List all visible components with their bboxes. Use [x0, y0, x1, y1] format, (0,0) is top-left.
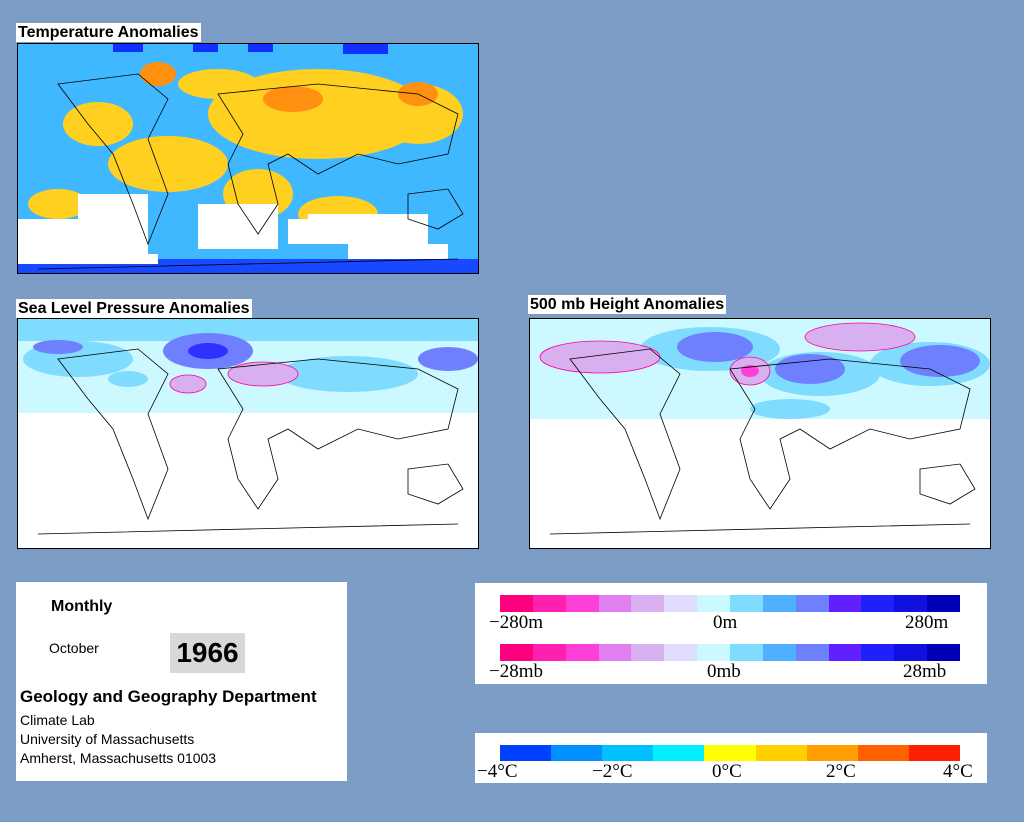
pressure-min-label: −28mb [489, 661, 543, 682]
pressure-max-label: 28mb [903, 661, 947, 682]
height-color-swatch-9 [762, 595, 796, 612]
temperature-tick-2: −2°C [592, 761, 633, 782]
height-pressure-legend: −280m 0m 280m −28mb 0mb 28mb [475, 583, 987, 684]
height-color-swatch-10 [795, 595, 829, 612]
lab-label: Climate Lab [20, 712, 95, 728]
height-color-swatch-1 [500, 595, 533, 612]
height-color-swatch-6 [664, 595, 698, 612]
temperature-color-swatch-2 [551, 745, 603, 761]
temperature-color-swatch-6 [755, 745, 807, 761]
temperature-color-swatch-1 [500, 745, 552, 761]
pressure-color-bar [500, 644, 961, 661]
height-color-swatch-14 [927, 595, 961, 612]
height-color-swatch-8 [730, 595, 763, 612]
height-color-swatch-3 [565, 595, 599, 612]
height-map-title: 500 mb Height Anomalies [528, 295, 727, 314]
pressure-color-swatch-13 [894, 644, 928, 661]
temperature-tick-4: 2°C [826, 761, 856, 782]
temperature-map-title: Temperature Anomalies [16, 23, 201, 42]
temperature-tick-3: 0°C [712, 761, 742, 782]
address-label: Amherst, Massachusetts 01003 [20, 750, 217, 766]
year-label: 1966 [170, 633, 245, 673]
pressure-mid-label: 0mb [707, 661, 741, 682]
pressure-color-swatch-9 [762, 644, 796, 661]
pressure-color-swatch-10 [795, 644, 829, 661]
height-min-label: −280m [489, 612, 543, 633]
pressure-color-swatch-12 [861, 644, 895, 661]
height-max-label: 280m [905, 612, 949, 633]
month-label: October [49, 640, 99, 656]
pressure-color-swatch-3 [565, 644, 599, 661]
pressure-color-swatch-7 [697, 644, 731, 661]
height-color-swatch-4 [598, 595, 632, 612]
pressure-color-swatch-6 [664, 644, 698, 661]
height-color-swatch-12 [861, 595, 895, 612]
sea-level-pressure-map [17, 318, 479, 549]
temperature-legend: −4°C −2°C 0°C 2°C 4°C [475, 733, 987, 783]
pressure-color-swatch-14 [927, 644, 961, 661]
height-color-swatch-5 [631, 595, 665, 612]
period-label: Monthly [51, 598, 113, 615]
pressure-color-swatch-8 [730, 644, 763, 661]
temperature-color-swatch-9 [908, 745, 960, 761]
temperature-color-bar [500, 745, 960, 761]
height-color-swatch-2 [532, 595, 566, 612]
temperature-color-swatch-7 [806, 745, 858, 761]
pressure-color-swatch-5 [631, 644, 665, 661]
temperature-color-swatch-8 [857, 745, 909, 761]
temperature-color-swatch-5 [704, 745, 756, 761]
pressure-color-swatch-11 [828, 644, 862, 661]
height-color-swatch-13 [894, 595, 928, 612]
height-color-swatch-11 [828, 595, 862, 612]
temperature-anomaly-map [17, 43, 479, 274]
temperature-tick-5: 4°C [943, 761, 973, 782]
pressure-color-swatch-2 [532, 644, 566, 661]
height-color-swatch-7 [697, 595, 731, 612]
pressure-map-title: Sea Level Pressure Anomalies [16, 299, 252, 318]
500mb-height-map [529, 318, 991, 549]
department-label: Geology and Geography Department [20, 687, 317, 706]
university-label: University of Massachusetts [20, 731, 195, 747]
pressure-color-swatch-1 [500, 644, 533, 661]
height-mid-label: 0m [713, 612, 738, 633]
temperature-color-swatch-3 [602, 745, 654, 761]
temperature-color-swatch-4 [653, 745, 705, 761]
pressure-color-swatch-4 [598, 644, 632, 661]
info-panel: Monthly October 1966 Geology and Geograp… [16, 582, 347, 781]
height-color-bar [500, 595, 961, 612]
temperature-tick-1: −4°C [477, 761, 518, 782]
